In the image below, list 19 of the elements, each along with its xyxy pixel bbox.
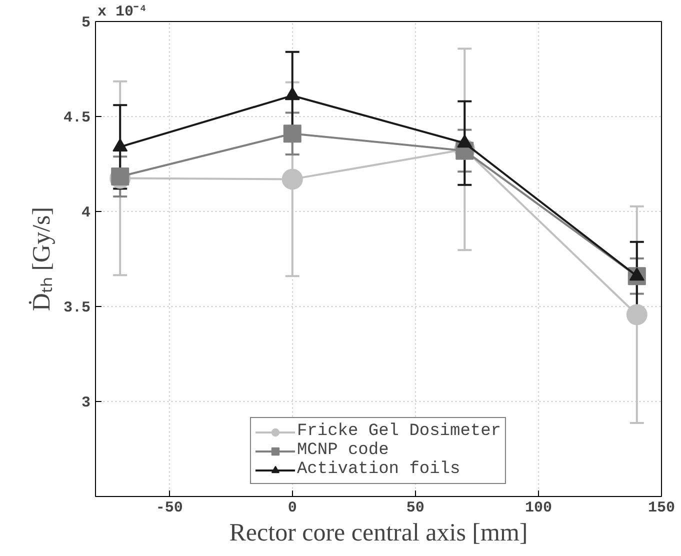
y-tick-label: 3.5 [63, 300, 91, 316]
y-axis-title: Ḋₜₕ [Gy/s] [28, 206, 56, 312]
x-tick-label: 150 [648, 500, 676, 516]
text: x 10⁻⁴ [98, 4, 148, 20]
y-tick-label: 4 [82, 204, 91, 222]
x-tick-label: -50 [156, 500, 183, 516]
y-tick-label: 5 [82, 14, 91, 32]
legend-label: MCNP code [296, 441, 389, 460]
legend-label: Fricke Gel Dosimeter [296, 422, 502, 441]
legend-label: Activation foils [296, 460, 460, 479]
y-tick-label: 4.5 [63, 110, 91, 126]
point [626, 304, 648, 326]
y-tick-label: 3 [82, 394, 91, 412]
x-axis-title: Rector core central axis [mm] [229, 520, 528, 546]
x-tick-label: 0 [288, 500, 297, 516]
x-tick-label: 100 [524, 500, 552, 516]
x-tick-label: 50 [406, 500, 424, 516]
point [282, 168, 303, 190]
point [283, 124, 302, 143]
